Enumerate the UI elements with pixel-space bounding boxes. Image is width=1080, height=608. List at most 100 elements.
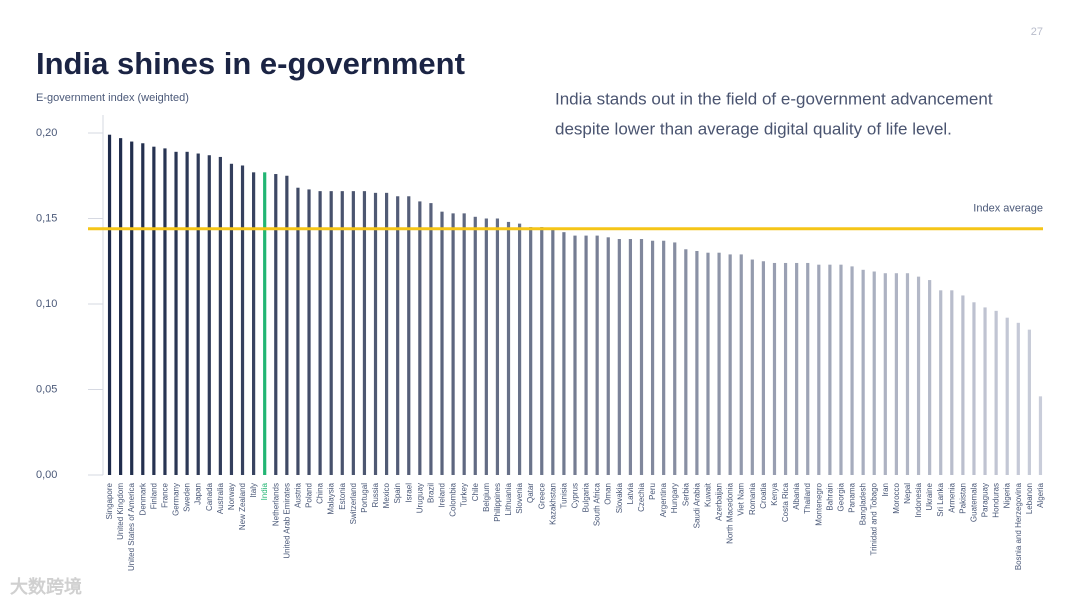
x-tick-label: North Macedonia: [726, 482, 735, 543]
x-tick-label: Malaysia: [327, 482, 336, 514]
x-tick-label: Turkey: [460, 483, 469, 507]
x-tick-label: United States of America: [127, 482, 136, 571]
watermark: 大数跨境: [10, 576, 82, 597]
x-tick-label: Czechia: [637, 482, 646, 511]
bar: [462, 213, 466, 475]
bar: [617, 239, 621, 475]
x-tick-label: Canada: [205, 482, 214, 511]
bar: [994, 310, 998, 475]
x-tick-label: Estonia: [338, 482, 347, 509]
bar: [639, 239, 644, 475]
bar: [484, 218, 488, 475]
y-axis-label: E-government index (weighted): [36, 92, 189, 104]
x-tick-label: Ireland: [438, 483, 447, 507]
bar: [872, 271, 876, 475]
bar: [739, 254, 743, 475]
bar: [285, 175, 289, 475]
bar: [263, 172, 267, 475]
bar: [540, 227, 544, 475]
bar: [562, 232, 566, 475]
x-tick-label: Poland: [305, 483, 314, 508]
x-tick-label: Bahrain: [825, 483, 834, 511]
bar: [373, 192, 378, 475]
average-label: Index average: [973, 203, 1043, 215]
x-tick-label: Guatemala: [969, 482, 978, 522]
x-tick-label: Israel: [404, 483, 413, 503]
bar: [307, 189, 311, 475]
x-tick-label: Slovenia: [515, 482, 524, 513]
y-tick-label: 0,15: [36, 212, 57, 224]
bar: [573, 235, 577, 475]
x-tick-label: Trinidad and Tobago: [870, 482, 879, 555]
x-tick-label: Spain: [393, 483, 402, 503]
bar: [983, 307, 987, 475]
bar: [1016, 322, 1020, 475]
bar: [894, 273, 898, 475]
x-tick-label: Saudi Arabia: [692, 482, 701, 528]
x-tick-label: Croatia: [759, 482, 768, 508]
x-tick-label: India: [260, 482, 269, 500]
x-tick-label: Mexico: [382, 482, 391, 508]
x-tick-label: Honduras: [992, 483, 1001, 518]
bar: [119, 138, 123, 475]
bar: [695, 250, 699, 475]
x-tick-label: Philippines: [493, 483, 502, 522]
bar: [817, 264, 821, 475]
bar: [961, 295, 965, 475]
bar: [495, 218, 500, 475]
x-tick-label: United Arab Emirates: [282, 483, 291, 559]
x-tick-label: Tunisia: [559, 482, 568, 508]
x-tick-label: Latvia: [626, 482, 635, 504]
bar: [174, 151, 178, 475]
bar: [152, 146, 156, 475]
x-tick-label: Sweden: [183, 483, 192, 512]
bar: [595, 235, 599, 475]
bar: [240, 165, 245, 476]
bar: [107, 134, 112, 475]
x-tick-label: Viet Nam: [737, 483, 746, 516]
x-tick-label: Romania: [748, 482, 757, 515]
x-tick-label: Greece: [537, 482, 546, 509]
x-tick-label: Slovakia: [615, 482, 624, 513]
y-tick-label: 0,05: [36, 383, 57, 395]
x-tick-label: Nepal: [903, 483, 912, 504]
x-tick-label: Serbia: [681, 482, 690, 506]
x-tick-label: Oman: [604, 483, 613, 505]
x-tick-label: Panama: [848, 482, 857, 512]
bar: [451, 213, 455, 475]
bar: [329, 191, 333, 475]
bar: [861, 269, 865, 475]
x-tick-label: Portugal: [360, 483, 369, 513]
bar: [673, 242, 677, 475]
x-tick-label: Lebanon: [1025, 483, 1034, 514]
x-tick-label: Kuwait: [703, 482, 712, 507]
bar: [252, 172, 256, 475]
bar: [650, 240, 655, 475]
y-tick-label: 0,00: [36, 469, 57, 481]
bar: [473, 216, 477, 476]
x-tick-label: Chile: [471, 482, 480, 501]
x-tick-label: Albania: [792, 482, 801, 509]
x-tick-label: Indonesia: [914, 482, 923, 517]
bar: [684, 249, 688, 475]
x-tick-label: Belgium: [482, 483, 491, 512]
x-tick-label: Qatar: [526, 483, 535, 503]
x-tick-label: New Zealand: [238, 483, 247, 530]
bar: [396, 196, 400, 475]
bar: [662, 240, 666, 475]
page-number: 27: [1031, 26, 1043, 38]
y-tick-label: 0,20: [36, 127, 57, 139]
bar: [229, 163, 234, 475]
bar: [340, 191, 344, 475]
x-tick-label: Sri Lanka: [936, 482, 945, 516]
x-tick-label: China: [316, 482, 325, 503]
x-tick-label: Australia: [216, 482, 225, 514]
bar: [196, 153, 200, 475]
x-tick-label: Finland: [149, 483, 158, 509]
x-tick-label: Iran: [881, 483, 890, 497]
bar: [218, 156, 222, 475]
x-tick-label: Bosnia and Herzegovina: [1014, 482, 1023, 570]
bar: [551, 228, 555, 475]
x-tick-label: South Africa: [593, 482, 602, 526]
